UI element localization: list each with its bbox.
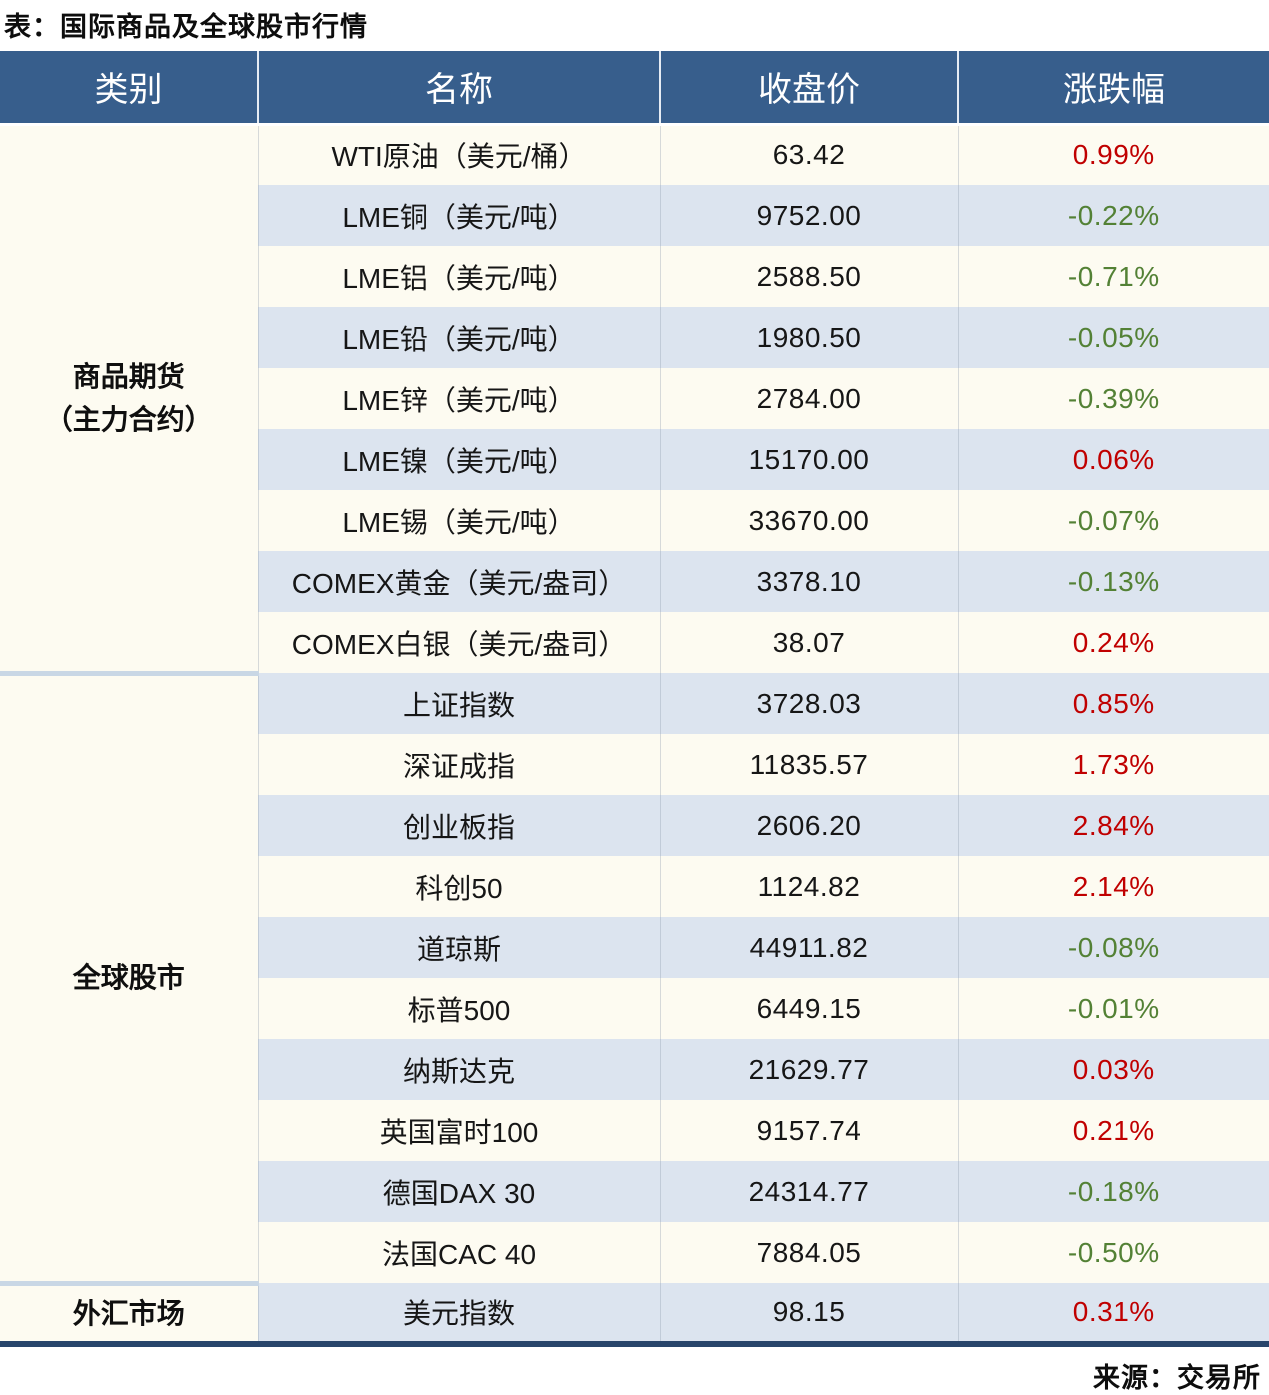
close-price-value: 38.07 [659,612,958,673]
close-price-value: 11835.57 [659,734,958,795]
instrument-name: 纳斯达克 [257,1039,660,1100]
column-header-category: 类别 [0,51,259,126]
table-row: 商品期货 （主力合约） WTI原油（美元/桶） 63.42 0.99% [0,124,1269,673]
instrument-name: LME镍（美元/吨） [257,429,660,490]
category-cell: 商品期货 （主力合约） [0,124,258,673]
instrument-name: 美元指数 [257,1283,660,1347]
table-row: LME镍（美元/吨） 15170.00 0.06% [0,429,1269,490]
table-row: LME铅（美元/吨） 1980.50 -0.05% [0,307,1269,368]
instrument-name: WTI原油（美元/桶） [257,124,660,185]
change-percent-value: 0.24% [957,612,1269,673]
table-row: 外汇市场 美元指数 98.15 0.31% [0,1280,1269,1347]
table-row: 纳斯达克 21629.77 0.03% [0,1039,1269,1100]
table-row: 深证成指 11835.57 1.73% [0,734,1269,795]
change-percent-value: 0.99% [957,124,1269,185]
instrument-name: LME铜（美元/吨） [257,185,660,246]
change-percent-value: -0.18% [957,1161,1269,1222]
table-row: 科创50 1124.82 2.14% [0,856,1269,917]
close-price-value: 2606.20 [659,795,958,856]
change-percent-value: 0.31% [957,1283,1269,1347]
instrument-name: LME锡（美元/吨） [257,490,660,551]
instrument-name: 标普500 [257,978,660,1039]
table-header-row: 类别 名称 收盘价 涨跌幅 [0,51,1269,126]
table-row: 标普500 6449.15 -0.01% [0,978,1269,1039]
category-label: 全球股市 [72,962,185,994]
change-percent-value: 0.85% [957,673,1269,734]
close-price-value: 63.42 [659,124,958,185]
change-percent-value: -0.05% [957,307,1269,368]
category-cell: 全球股市 [0,670,258,1283]
table-row: LME锡（美元/吨） 33670.00 -0.07% [0,490,1269,551]
instrument-name: LME铝（美元/吨） [257,246,660,307]
change-percent-value: -0.01% [957,978,1269,1039]
instrument-name: 上证指数 [257,673,660,734]
close-price-value: 21629.77 [659,1039,958,1100]
close-price-value: 6449.15 [659,978,958,1039]
close-price-value: 3728.03 [659,673,958,734]
column-header-close-price: 收盘价 [660,51,959,126]
page-title: 表：国际商品及全球股市行情 [4,12,368,42]
table-row: COMEX白银（美元/盎司） 38.07 0.24% [0,612,1269,673]
column-header-change: 涨跌幅 [958,51,1269,126]
change-percent-value: -0.08% [957,917,1269,978]
source-note: 来源：交易所 [1093,1363,1261,1393]
category-cell: 外汇市场 [0,1280,258,1347]
instrument-name: COMEX白银（美元/盎司） [257,612,660,673]
table-row: 道琼斯 44911.82 -0.08% [0,917,1269,978]
change-percent-value: -0.50% [957,1222,1269,1283]
instrument-name: 创业板指 [257,795,660,856]
table-row: LME铜（美元/吨） 9752.00 -0.22% [0,185,1269,246]
instrument-name: 深证成指 [257,734,660,795]
close-price-value: 44911.82 [659,917,958,978]
change-percent-value: 0.21% [957,1100,1269,1161]
close-price-value: 1980.50 [659,307,958,368]
market-table: 类别 名称 收盘价 涨跌幅 商品期货 （主力合约） WTI原油（美元/桶） 63.42… [0,51,1269,1347]
column-header-name: 名称 [258,51,661,126]
table-row: 全球股市 上证指数 3728.03 0.85% [0,670,1269,1283]
close-price-value: 1124.82 [659,856,958,917]
change-percent-value: 0.03% [957,1039,1269,1100]
instrument-name: LME铅（美元/吨） [257,307,660,368]
instrument-name: 法国CAC 40 [257,1222,660,1283]
category-label: 外汇市场 [72,1297,185,1329]
change-percent-value: 0.06% [957,429,1269,490]
change-percent-value: -0.39% [957,368,1269,429]
change-percent-value: -0.07% [957,490,1269,551]
change-percent-value: -0.22% [957,185,1269,246]
change-percent-value: -0.13% [957,551,1269,612]
close-price-value: 2784.00 [659,368,958,429]
close-price-value: 9752.00 [659,185,958,246]
category-label: 商品期货 [72,360,185,392]
table-row: 创业板指 2606.20 2.84% [0,795,1269,856]
close-price-value: 9157.74 [659,1100,958,1161]
table-row: 英国富时100 9157.74 0.21% [0,1100,1269,1161]
table-row: 法国CAC 40 7884.05 -0.50% [0,1222,1269,1283]
instrument-name: 德国DAX 30 [257,1161,660,1222]
close-price-value: 24314.77 [659,1161,958,1222]
category-label: （主力合约） [44,404,213,435]
instrument-name: LME锌（美元/吨） [257,368,660,429]
table-header: 类别 名称 收盘价 涨跌幅 [0,51,1269,126]
close-price-value: 3378.10 [659,551,958,612]
change-percent-value: 1.73% [957,734,1269,795]
table-row: 德国DAX 30 24314.77 -0.18% [0,1161,1269,1222]
close-price-value: 15170.00 [659,429,958,490]
change-percent-value: 2.14% [957,856,1269,917]
table-body: 商品期货 （主力合约） WTI原油（美元/桶） 63.42 0.99% LME铜（美元/吨… [0,124,1269,1347]
close-price-value: 7884.05 [659,1222,958,1283]
instrument-name: 道琼斯 [257,917,660,978]
instrument-name: 科创50 [257,856,660,917]
close-price-value: 98.15 [659,1283,958,1347]
table-row: LME铝（美元/吨） 2588.50 -0.71% [0,246,1269,307]
change-percent-value: 2.84% [957,795,1269,856]
close-price-value: 2588.50 [659,246,958,307]
close-price-value: 33670.00 [659,490,958,551]
instrument-name: 英国富时100 [257,1100,660,1161]
table-row: LME锌（美元/吨） 2784.00 -0.39% [0,368,1269,429]
table-row: COMEX黄金（美元/盎司） 3378.10 -0.13% [0,551,1269,612]
instrument-name: COMEX黄金（美元/盎司） [257,551,660,612]
change-percent-value: -0.71% [957,246,1269,307]
